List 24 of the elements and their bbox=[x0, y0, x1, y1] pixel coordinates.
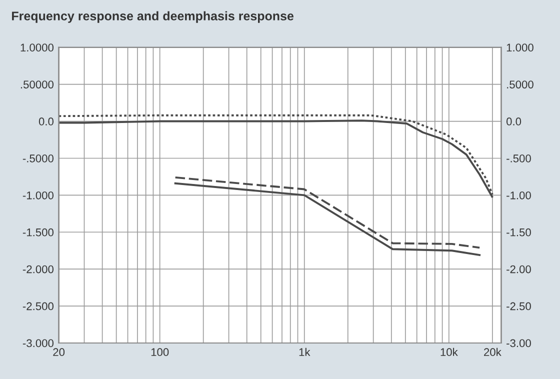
y-tick-label: -2.500 bbox=[22, 302, 54, 310]
y-tick-label: 1.0000 bbox=[20, 44, 54, 52]
y2-tick-label: -2.00 bbox=[506, 265, 531, 274]
y-tick-label: -.5000 bbox=[22, 154, 54, 162]
chart-title: Frequency response and deemphasis response bbox=[12, 11, 294, 23]
y2-tick-label: -1.00 bbox=[506, 191, 531, 200]
y-tick-label: 0.0 bbox=[38, 118, 54, 126]
x-tick-label: 1k bbox=[299, 348, 310, 356]
y2-tick-label: -1.50 bbox=[506, 228, 531, 236]
y-tick-label: -1.500 bbox=[22, 228, 54, 236]
y2-tick-label: 1.000 bbox=[506, 44, 534, 52]
y2-tick-label: -2.50 bbox=[506, 302, 531, 310]
x-tick-label: 20 bbox=[53, 348, 65, 356]
x-tick-label: 100 bbox=[151, 348, 169, 356]
y2-tick-label: .5000 bbox=[507, 80, 534, 88]
y-tick-label: -3.000 bbox=[22, 339, 54, 348]
y-tick-label: .50000 bbox=[20, 80, 54, 88]
y2-tick-label: -.500 bbox=[506, 154, 531, 162]
y2-tick-label: -3.00 bbox=[506, 339, 531, 348]
x-tick-label: 10k bbox=[440, 348, 458, 356]
y-tick-label: -1.000 bbox=[22, 191, 54, 200]
x-tick-label: 20k bbox=[484, 348, 502, 356]
y-tick-label: -2.000 bbox=[22, 265, 54, 274]
y2-tick-label: 0.0 bbox=[506, 118, 522, 126]
